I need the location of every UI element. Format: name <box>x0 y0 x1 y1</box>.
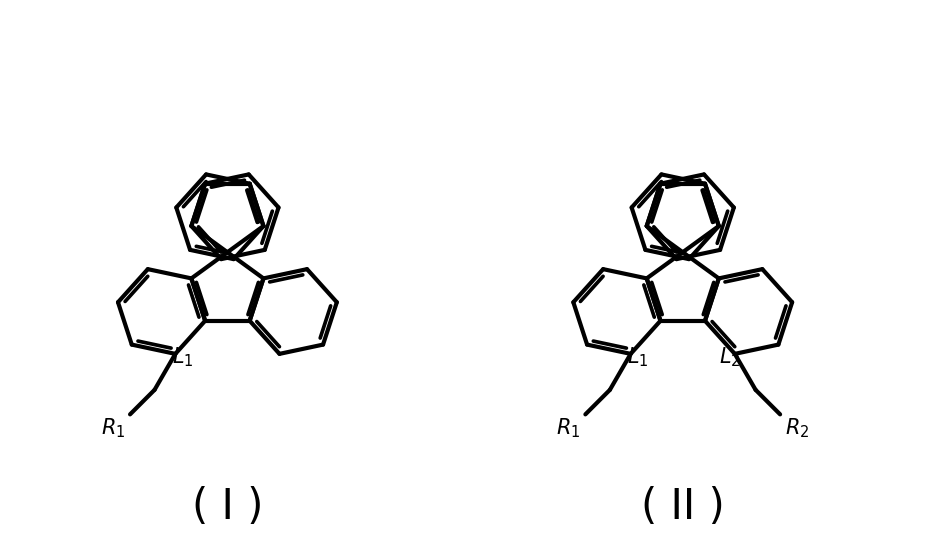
Text: ( I ): ( I ) <box>191 486 263 528</box>
Text: $L_1$: $L_1$ <box>627 345 648 369</box>
Text: $L_2$: $L_2$ <box>719 345 740 369</box>
Text: $L_1$: $L_1$ <box>172 345 193 369</box>
Text: $R_1$: $R_1$ <box>101 416 125 440</box>
Text: $R_2$: $R_2$ <box>785 416 809 440</box>
Text: ( II ): ( II ) <box>641 486 724 528</box>
Text: $R_1$: $R_1$ <box>556 416 580 440</box>
